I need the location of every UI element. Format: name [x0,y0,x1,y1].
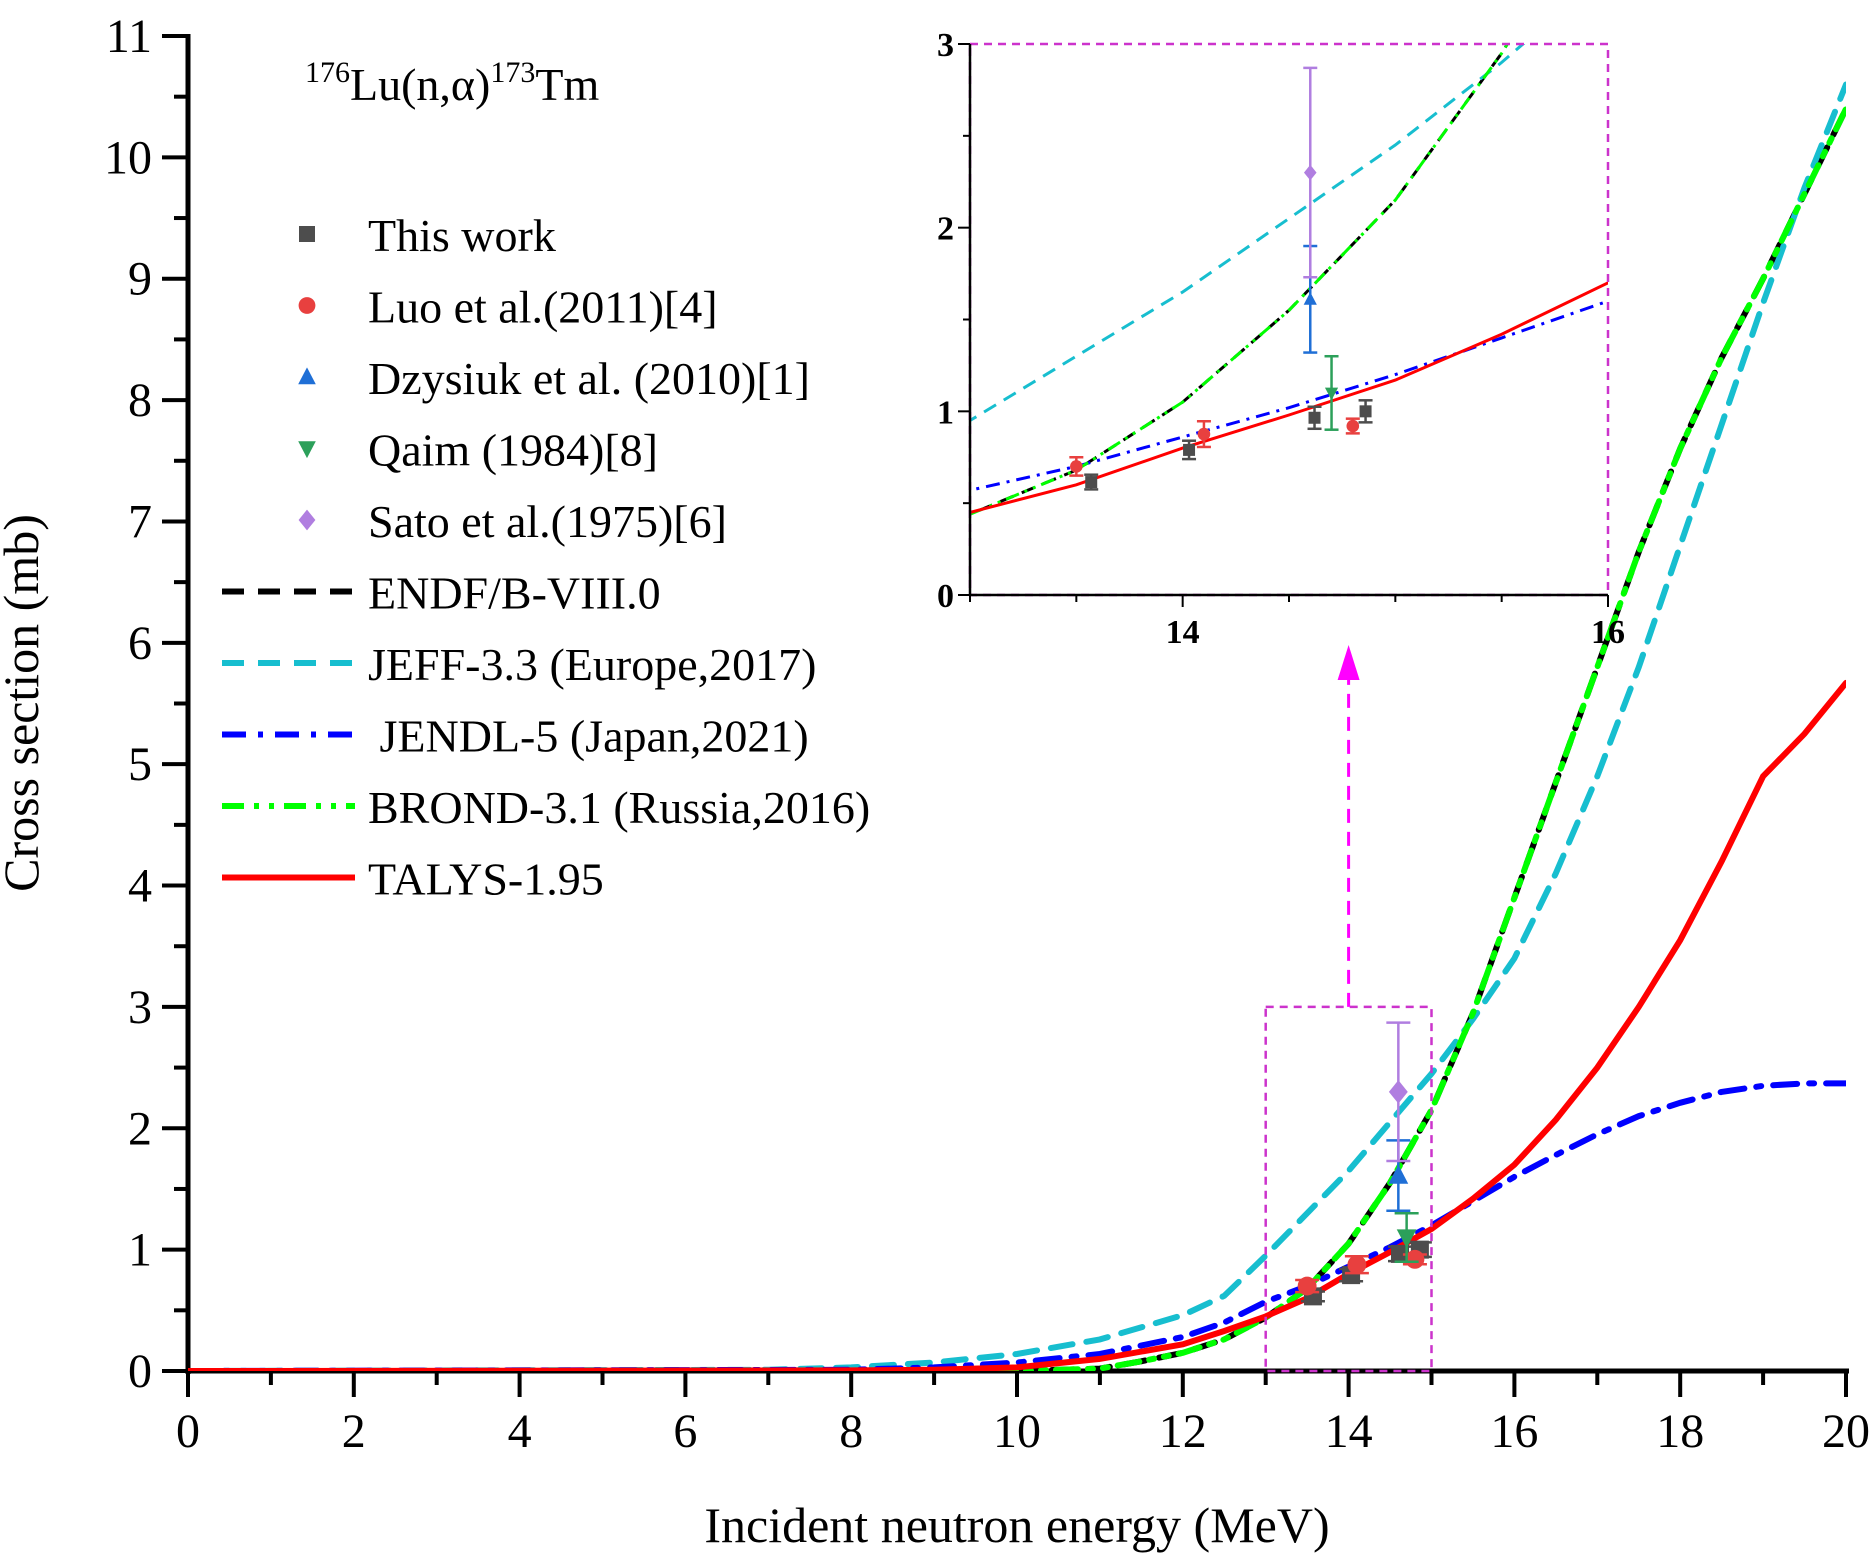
legend-marker-triangle-down [298,441,316,459]
inset-data-points [1069,66,1373,491]
inset-plot: 14 16 0 1 2 3 [937,27,1625,651]
x-tick-label: 16 [1490,1405,1538,1458]
inset-tick-labels: 14 16 0 1 2 3 [937,27,1625,651]
x-tick-label: 20 [1822,1405,1870,1458]
inset-x-tick-label: 14 [1166,614,1200,651]
y-tick-label: 1 [128,1224,152,1277]
inset-data-point [1197,427,1211,441]
legend-item: Luo et al.(2011)[4] [298,282,718,333]
inset-data-point [1308,411,1321,424]
y-tick-label: 8 [128,374,152,427]
x-tick-label: 6 [673,1405,697,1458]
legend: This work Luo et al.(2011)[4] Dzysiuk et a… [222,210,870,905]
y-tick-label: 6 [128,617,152,670]
y-axis-title: Cross section (mb) [0,514,49,892]
zoom-arrow-head [1337,645,1360,680]
y-tick-label: 0 [128,1345,152,1398]
legend-label: JEFF-3.3 (Europe,2017) [368,639,816,690]
data-point [1388,1080,1408,1104]
y-tick-label: 5 [128,738,152,791]
inset-data-point [1070,460,1083,473]
legend-item: JENDL-5 (Japan,2021) [222,711,809,762]
inset-y-tick-label: 1 [937,394,954,431]
legend-label: ENDF/B-VIII.0 [368,568,661,619]
main-curves [188,81,1846,1371]
inset-curve-brond-3-1-russia-2016 [970,44,1510,516]
legend-marker-diamond [298,509,316,531]
legend-item: Dzysiuk et al. (2010)[1] [298,353,810,404]
y-tick-label: 10 [104,131,152,184]
x-tick-label: 0 [176,1405,200,1458]
legend-label: BROND-3.1 (Russia,2016) [368,782,870,833]
reaction-sup-a: 176 [305,56,350,89]
legend-item: JEFF-3.3 (Europe,2017) [222,639,816,690]
inset-background [970,44,1608,595]
inset-data-point [1359,405,1372,418]
inset-data-point [1346,419,1360,433]
curve-brond-3-1-russia-2016 [188,105,1846,1371]
inset-data-point [1085,476,1098,489]
legend-item: TALYS-1.95 [222,854,604,905]
x-axis-title: Incident neutron energy (MeV) [704,1497,1329,1553]
data-point [1388,1164,1409,1184]
legend-label: Qaim (1984)[8] [368,425,658,476]
data-point [1390,1244,1409,1263]
data-point [1396,1229,1417,1249]
y-tick-label: 2 [128,1102,152,1155]
zoom-region-box [1264,1005,1433,1373]
legend-label: Dzysiuk et al. (2010)[1] [368,353,810,404]
legend-item: Sato et al.(1975)[6] [298,496,727,547]
y-tick-label: 7 [128,495,152,548]
inset-data-point [1303,164,1317,181]
legend-item: Qaim (1984)[8] [298,425,658,476]
legend-marker-triangle-up [298,367,316,385]
y-tick-label: 9 [128,253,152,306]
legend-item: BROND-3.1 (Russia,2016) [222,782,870,833]
inset-y-tick-label: 3 [937,27,954,64]
data-point [1405,1249,1425,1269]
legend-label: Luo et al.(2011)[4] [368,282,718,333]
x-tick-label: 10 [993,1405,1041,1458]
legend-label: This work [368,210,556,261]
inset-curves [970,44,1608,516]
curve-jeff-3-3-europe-2017 [188,81,1846,1371]
reaction-tail: Tm [535,59,599,110]
inset-data-point [1303,292,1317,305]
legend-marker-square [299,226,315,242]
x-tick-label: 4 [508,1405,532,1458]
curve-talys-1-95 [188,679,1846,1371]
curve-jendl-5-japan-2021 [188,1080,1846,1371]
data-point [1347,1255,1367,1275]
inset-x-tick-label: 16 [1591,614,1625,651]
legend-label: TALYS-1.95 [368,854,604,905]
main-data-points [1295,1021,1432,1306]
legend-label: Sato et al.(1975)[6] [368,496,727,547]
legend-item: ENDF/B-VIII.0 [222,568,661,619]
x-tick-label: 12 [1159,1405,1207,1458]
reaction-sup-b: 173 [490,56,535,89]
legend-label: JENDL-5 (Japan,2021) [368,711,809,762]
inset-y-tick-label: 0 [937,578,954,615]
zoom-box [1264,645,1433,1373]
reaction-label: 176Lu(n,α)173Tm [305,56,599,110]
inset-data-point [1183,443,1196,456]
reaction-main: Lu(n,α) [350,59,490,110]
y-tick-label: 4 [128,860,152,913]
x-tick-label: 2 [342,1405,366,1458]
legend-marker-circle [298,297,316,314]
x-tick-label: 14 [1325,1405,1373,1458]
inset-data-point [1324,387,1339,401]
y-tick-label: 3 [128,981,152,1034]
y-tick-label: 11 [106,10,152,63]
data-point [1297,1276,1317,1296]
inset-axes [958,42,1610,607]
legend-item: This work [299,210,556,261]
inset-curve-talys-1-95 [970,281,1608,514]
x-tick-label: 8 [839,1405,863,1458]
x-tick-label: 18 [1656,1405,1704,1458]
inset-y-tick-label: 2 [937,211,954,248]
